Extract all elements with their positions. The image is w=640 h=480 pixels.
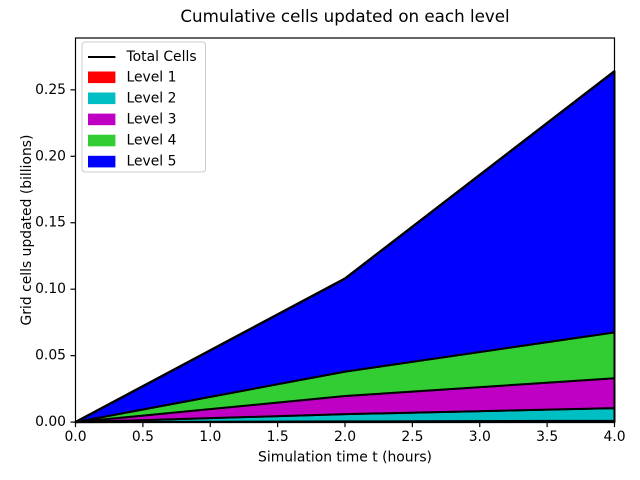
- legend-patch-swatch: [88, 71, 116, 84]
- total-cells-line: [74, 70, 616, 424]
- legend-label: Level 2: [127, 90, 177, 106]
- legend-patch-swatch: [88, 155, 116, 168]
- x-axis: 0.0 0.5 1.0 1.5 2.0 2.5 3.0 3.5 4.0: [64, 422, 626, 445]
- legend-label: Level 3: [127, 111, 177, 127]
- legend-patch-swatch: [88, 113, 116, 126]
- y-tick-label: 0.25: [35, 82, 66, 98]
- x-tick-label: 0.0: [64, 429, 86, 445]
- y-tick-label: 0.10: [35, 281, 66, 297]
- legend-patch-swatch: [88, 134, 116, 147]
- x-tick-label: 3.0: [469, 429, 491, 445]
- stack-bands: [74, 70, 616, 424]
- legend-label: Total Cells: [126, 49, 197, 65]
- x-tick-label: 2.0: [334, 429, 356, 445]
- y-tick-label: 0.15: [35, 215, 66, 231]
- x-tick-label: 1.5: [267, 429, 289, 445]
- y-tick-label: 0.20: [35, 148, 66, 164]
- total-line-group: [74, 70, 616, 424]
- y-tick-label: 0.00: [35, 414, 66, 430]
- legend-label: Level 4: [127, 133, 177, 149]
- y-axis-label: Grid cells updated (billions): [19, 135, 35, 326]
- y-axis: 0.00 0.05 0.10 0.15 0.20 0.25: [35, 82, 76, 430]
- legend: Total Cells Level 1 Level 2 Level 3 Level 4 L…: [81, 41, 206, 173]
- y-tick-label: 0.05: [35, 348, 66, 364]
- x-tick-label: 4.0: [603, 429, 625, 445]
- legend-label: Level 1: [127, 69, 177, 85]
- x-axis-label: Simulation time t (hours): [258, 450, 432, 466]
- legend-label: Level 5: [127, 154, 177, 170]
- x-tick-label: 1.0: [199, 429, 221, 445]
- x-tick-label: 3.5: [536, 429, 558, 445]
- x-tick-label: 0.5: [132, 429, 154, 445]
- legend-patch-swatch: [88, 92, 116, 105]
- x-tick-label: 2.5: [401, 429, 423, 445]
- chart-title: Cumulative cells updated on each level: [180, 6, 509, 26]
